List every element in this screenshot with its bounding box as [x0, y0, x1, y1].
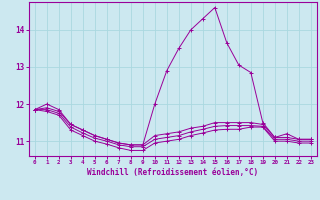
X-axis label: Windchill (Refroidissement éolien,°C): Windchill (Refroidissement éolien,°C) [87, 168, 258, 177]
